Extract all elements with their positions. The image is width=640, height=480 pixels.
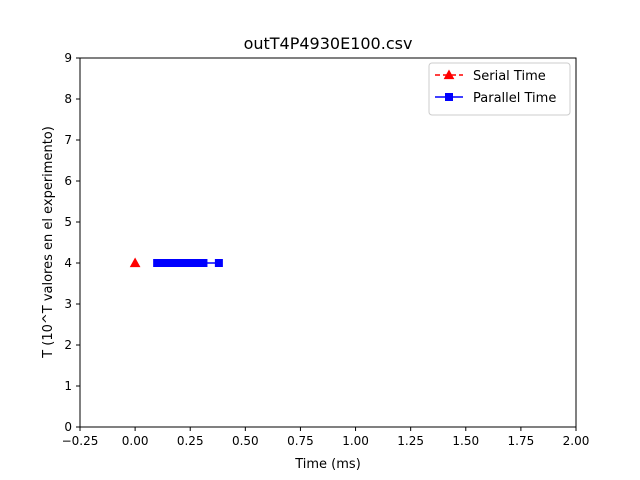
legend-marker <box>443 69 455 80</box>
x-tick-label: −0.25 <box>62 434 99 448</box>
legend-box <box>428 62 571 116</box>
x-tick-label: 1.75 <box>508 434 535 448</box>
x-tick-label: 1.50 <box>452 434 479 448</box>
y-axis-label: T (10^T valores en el experimento) <box>41 126 56 359</box>
y-axis-ticks: 0 1 2 3 4 5 6 7 8 9 <box>64 51 80 434</box>
data-point <box>214 259 223 267</box>
x-tick-label: 0.50 <box>232 434 259 448</box>
data-point <box>129 257 141 268</box>
x-tick-label: 2.00 <box>563 434 590 448</box>
x-axis-label: Time (ms) <box>294 457 361 472</box>
legend-marker <box>445 93 453 101</box>
legend: Serial Time Parallel Time <box>428 62 571 116</box>
series-serial-time <box>129 257 141 268</box>
y-tick-label: 8 <box>64 92 72 106</box>
y-tick-label: 4 <box>64 256 72 270</box>
x-tick-label: 0.75 <box>287 434 314 448</box>
y-tick-label: 5 <box>64 215 72 229</box>
plot-frame <box>79 57 577 428</box>
y-tick-label: 6 <box>64 174 72 188</box>
y-tick-label: 9 <box>64 51 72 65</box>
x-tick-label: 1.00 <box>342 434 369 448</box>
legend-label: Serial Time <box>473 69 546 84</box>
plot-area <box>129 257 223 268</box>
y-tick-label: 3 <box>64 297 72 311</box>
x-axis-ticks: −0.25 0.00 0.25 0.50 0.75 1.00 1.25 1.50 1.75 2.0… <box>62 427 590 448</box>
x-tick-label: 0.25 <box>177 434 204 448</box>
x-tick-label: 1.25 <box>397 434 424 448</box>
series-parallel-time <box>153 259 223 267</box>
data-point <box>199 259 208 267</box>
legend-label: Parallel Time <box>473 91 556 106</box>
y-tick-label: 7 <box>64 133 72 147</box>
chart-title: outT4P4930E100.csv <box>244 34 413 53</box>
y-tick-label: 0 <box>64 420 72 434</box>
x-tick-label: 0.00 <box>122 434 149 448</box>
y-tick-label: 1 <box>64 379 72 393</box>
y-tick-label: 2 <box>64 338 72 352</box>
